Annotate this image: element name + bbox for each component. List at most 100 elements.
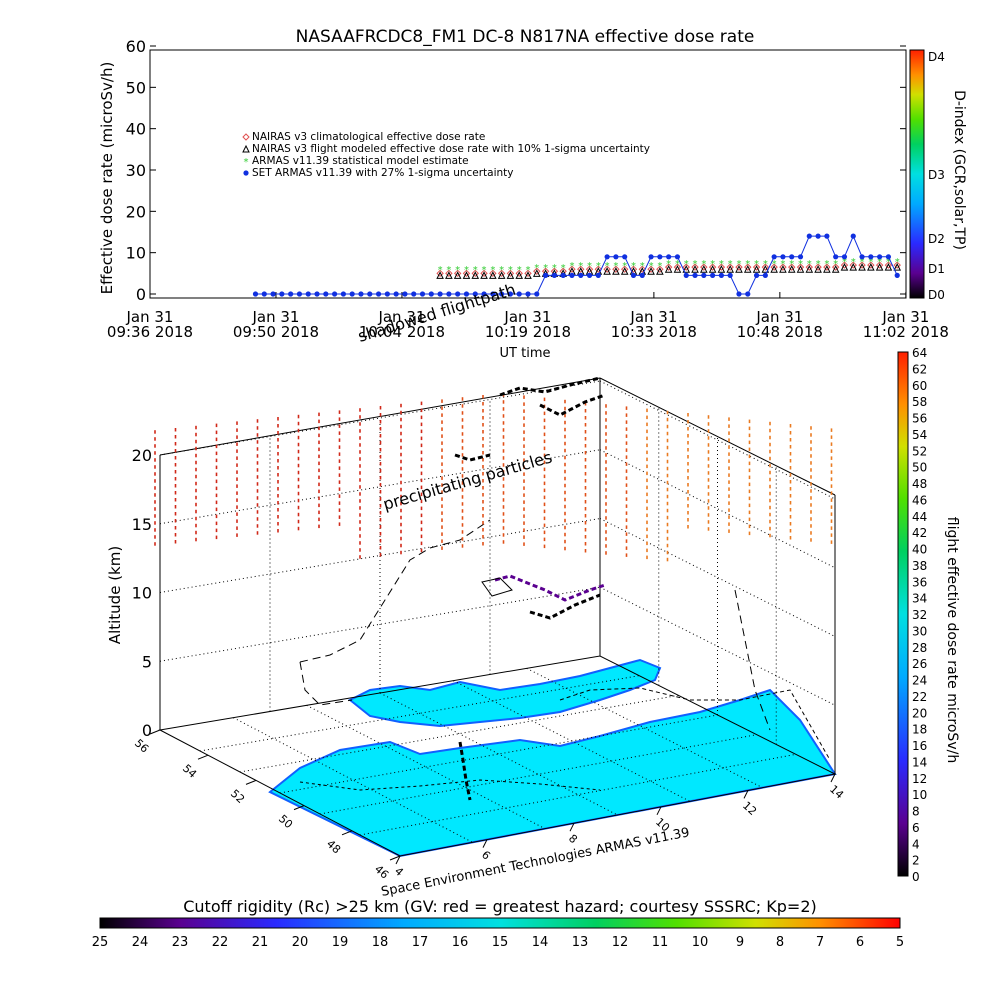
dindex-tick-label: D0 bbox=[928, 288, 945, 302]
dindex-tick-label: D4 bbox=[928, 50, 945, 64]
data-point bbox=[761, 265, 770, 273]
data-point bbox=[736, 291, 742, 297]
data-point bbox=[569, 272, 575, 278]
data-point: * bbox=[728, 259, 733, 270]
data-point bbox=[648, 254, 654, 260]
data-point: * bbox=[877, 257, 882, 268]
data-point bbox=[595, 272, 601, 278]
lon-tick bbox=[482, 839, 488, 848]
dose-tick-label: 54 bbox=[912, 428, 927, 442]
dose-tick-label: 46 bbox=[912, 493, 927, 507]
data-point bbox=[630, 272, 637, 278]
data-point: * bbox=[517, 265, 522, 276]
data-point: * bbox=[613, 261, 618, 272]
data-point bbox=[577, 265, 585, 273]
map-sea-south bbox=[268, 688, 837, 858]
series-3: * * * * * * * * * * * * * * * * * * * * * * * * * * * * * * * * * * * * * * * *… bbox=[438, 257, 900, 276]
flight-track bbox=[454, 376, 606, 801]
data-point bbox=[752, 265, 761, 273]
data-point bbox=[332, 291, 338, 297]
data-point: * bbox=[675, 259, 680, 270]
dose-tick-label: 16 bbox=[912, 739, 927, 753]
x-tick-label-date: Jan 31 bbox=[629, 308, 677, 326]
data-point bbox=[524, 271, 532, 279]
rigidity-tick-label: 5 bbox=[896, 935, 904, 950]
dose-tick-label: 50 bbox=[912, 461, 927, 475]
data-point bbox=[885, 254, 892, 260]
data-point: * bbox=[824, 259, 829, 270]
data-point: * bbox=[657, 261, 662, 272]
data-point bbox=[674, 254, 681, 260]
data-point: * bbox=[649, 261, 654, 272]
data-point: * bbox=[543, 263, 548, 274]
map-grid-line bbox=[233, 717, 473, 843]
data-point bbox=[402, 291, 408, 297]
flight-segment bbox=[454, 453, 491, 462]
lat-tick-label: 54 bbox=[180, 762, 199, 781]
data-point bbox=[305, 291, 311, 297]
data-point bbox=[446, 291, 452, 297]
dose-tick-label: 42 bbox=[912, 526, 927, 540]
data-point: * bbox=[798, 259, 803, 270]
data-point bbox=[797, 254, 804, 260]
rigidity-colorbar-label: Cutoff rigidity (Rc) >25 km (GV: red = g… bbox=[183, 897, 817, 916]
map-grid bbox=[199, 667, 796, 843]
data-point: * bbox=[886, 257, 891, 268]
data-point: * bbox=[244, 157, 249, 168]
data-point bbox=[622, 254, 628, 260]
data-point bbox=[384, 291, 390, 297]
flight-segment bbox=[529, 593, 601, 620]
lon-tick bbox=[395, 855, 401, 865]
dose-tick-label: 56 bbox=[912, 412, 927, 426]
data-point bbox=[701, 272, 707, 278]
data-point: * bbox=[807, 259, 812, 270]
lon-tick-label: 8 bbox=[566, 832, 580, 846]
data-point bbox=[771, 254, 777, 260]
data-point bbox=[727, 272, 733, 278]
rigidity-tick-label: 9 bbox=[736, 935, 744, 950]
data-point bbox=[620, 267, 629, 275]
rigidity-tick-label: 22 bbox=[212, 935, 229, 950]
data-point bbox=[532, 269, 541, 277]
data-point: * bbox=[569, 261, 574, 272]
data-point bbox=[524, 269, 532, 278]
data-point: * bbox=[534, 263, 539, 274]
map-grid-line bbox=[306, 704, 546, 830]
data-point: * bbox=[895, 257, 900, 268]
data-point bbox=[471, 271, 480, 279]
data-point bbox=[710, 272, 716, 278]
data-point: * bbox=[693, 259, 698, 270]
rigidity-tick-label: 13 bbox=[572, 935, 589, 950]
legend-entry: ARMAS v11.39 statistical model estimate bbox=[252, 155, 469, 167]
x-tick-label-time: 10:04 2018 bbox=[359, 323, 445, 341]
data-point bbox=[481, 291, 487, 297]
data-point bbox=[849, 263, 858, 271]
data-point bbox=[753, 272, 760, 278]
data-point bbox=[542, 272, 549, 278]
y-tick-label: 0 bbox=[136, 285, 146, 304]
data-point: * bbox=[701, 259, 706, 270]
precipitating-particles bbox=[154, 393, 833, 562]
data-point bbox=[638, 265, 646, 273]
data-point bbox=[578, 272, 584, 278]
data-point bbox=[894, 272, 900, 278]
data-point bbox=[708, 263, 717, 271]
lat-tick-label: 46 bbox=[372, 863, 391, 882]
data-point bbox=[831, 263, 840, 271]
data-point: * bbox=[763, 259, 768, 270]
data-point bbox=[551, 272, 557, 278]
data-point: * bbox=[578, 261, 583, 272]
dose-tick-label: 0 bbox=[912, 870, 920, 884]
data-point bbox=[480, 269, 488, 278]
rigidity-tick-label: 7 bbox=[816, 935, 824, 950]
data-point bbox=[507, 291, 514, 297]
data-point bbox=[833, 254, 839, 260]
data-point bbox=[393, 291, 399, 297]
data-point bbox=[875, 261, 884, 269]
data-point bbox=[673, 263, 682, 271]
data-point bbox=[647, 265, 655, 273]
data-point bbox=[893, 263, 902, 271]
data-point bbox=[367, 291, 373, 297]
data-point bbox=[515, 269, 523, 278]
